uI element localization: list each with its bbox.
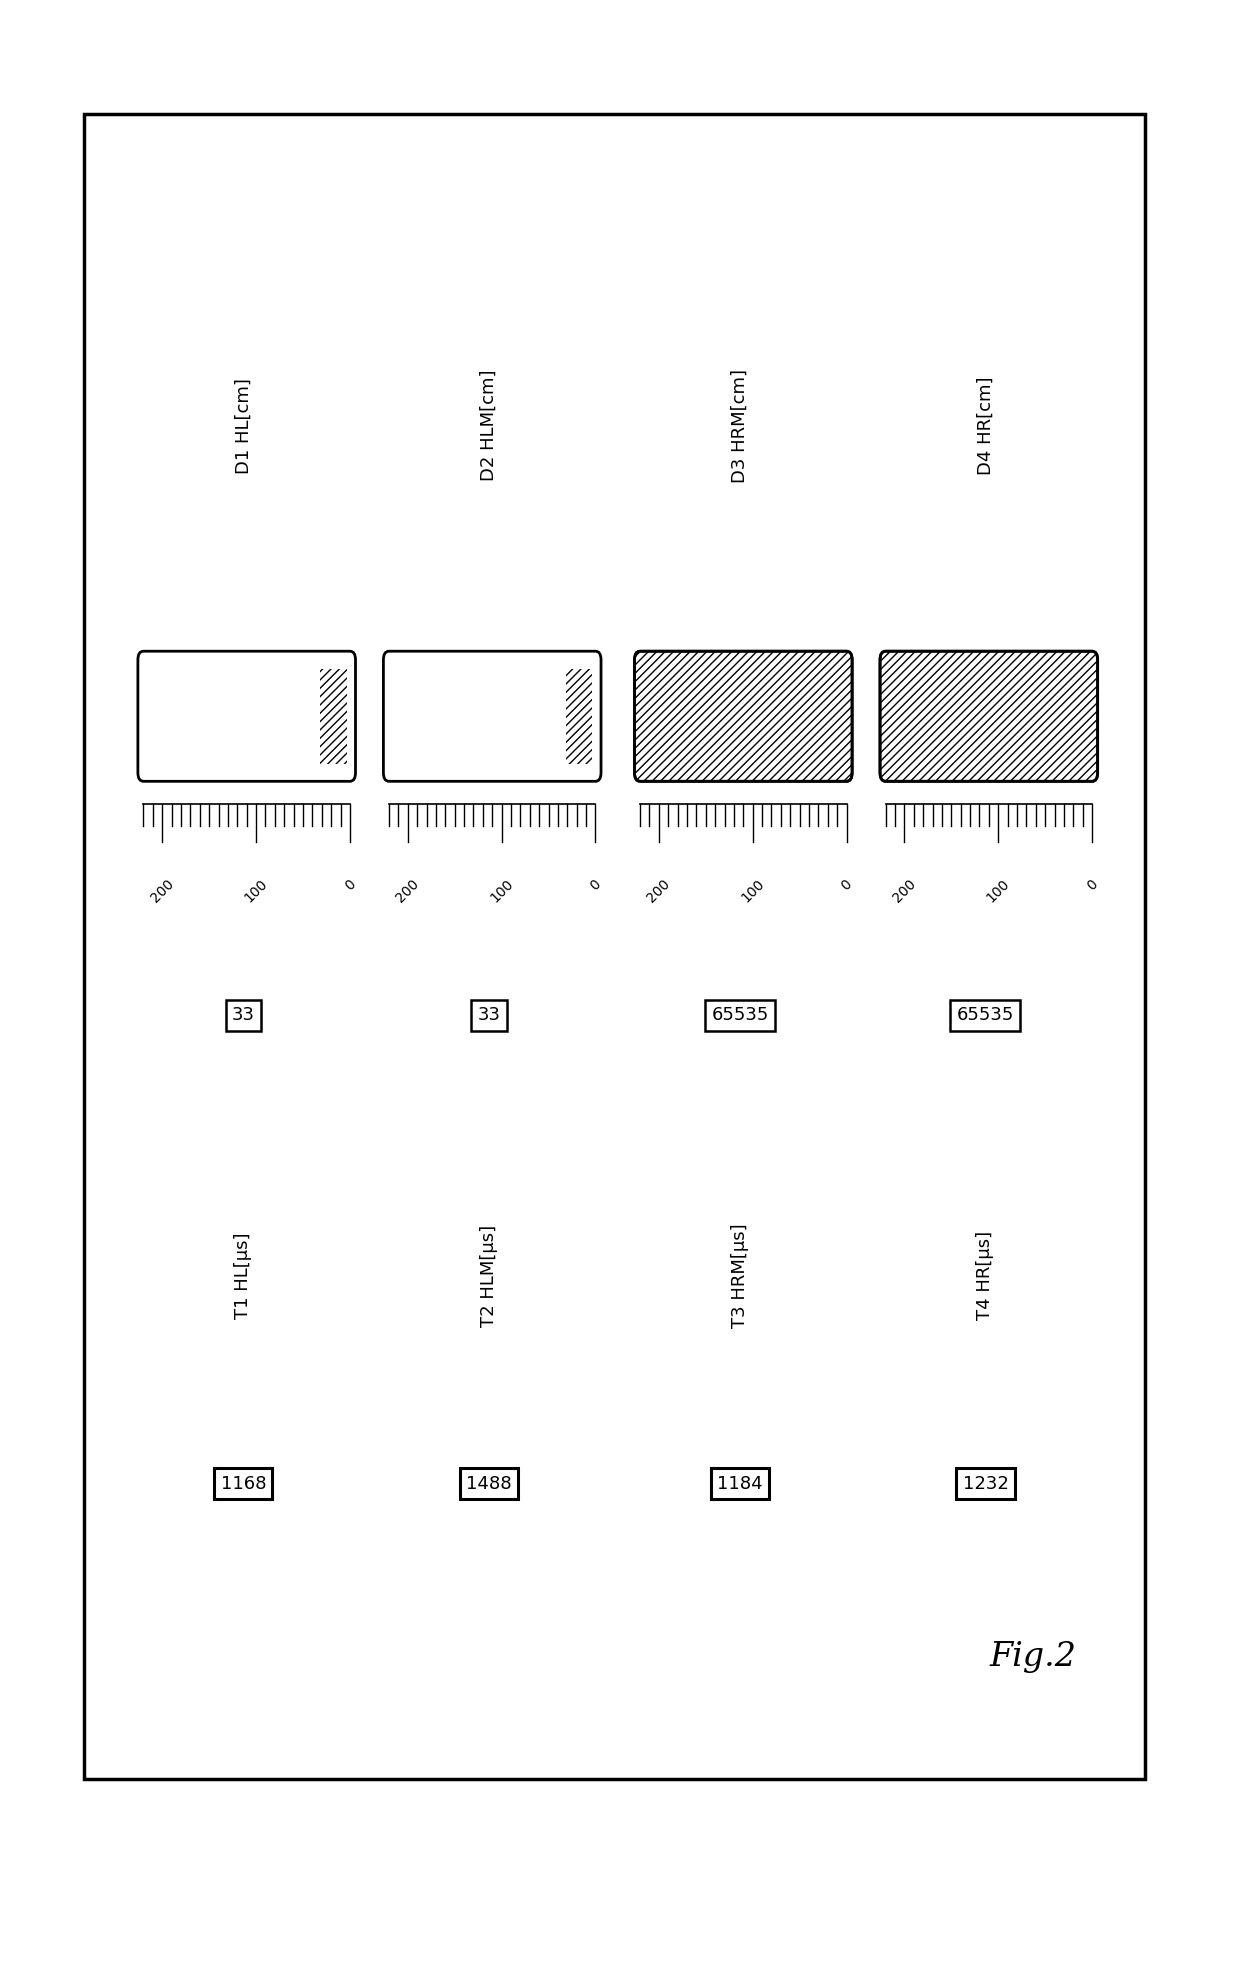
Text: 100: 100 (487, 877, 516, 905)
FancyBboxPatch shape (635, 650, 852, 781)
Text: D3 HRM[cm]: D3 HRM[cm] (730, 369, 749, 483)
Text: 200: 200 (393, 877, 422, 905)
Text: 1488: 1488 (466, 1474, 512, 1492)
Text: T4 HR[μs]: T4 HR[μs] (976, 1232, 994, 1321)
Text: T3 HRM[μs]: T3 HRM[μs] (730, 1224, 749, 1328)
Text: 200: 200 (148, 877, 176, 905)
FancyBboxPatch shape (880, 650, 1097, 781)
Text: 0: 0 (838, 877, 854, 893)
Text: Fig.2: Fig.2 (990, 1642, 1076, 1673)
Text: 0: 0 (342, 877, 358, 893)
FancyBboxPatch shape (138, 650, 356, 781)
Text: T2 HLM[μs]: T2 HLM[μs] (480, 1224, 498, 1326)
Text: 0: 0 (588, 877, 604, 893)
Text: 65535: 65535 (712, 1007, 769, 1025)
Text: 1184: 1184 (717, 1474, 763, 1492)
Text: D1 HL[cm]: D1 HL[cm] (234, 378, 253, 473)
Text: D4 HR[cm]: D4 HR[cm] (976, 376, 994, 475)
Text: 1168: 1168 (221, 1474, 267, 1492)
Text: 200: 200 (645, 877, 673, 905)
Text: T1 HL[μs]: T1 HL[μs] (234, 1232, 253, 1319)
Text: 100: 100 (985, 877, 1013, 905)
Bar (320, 668, 346, 765)
Bar (565, 668, 593, 765)
FancyBboxPatch shape (383, 650, 601, 781)
Text: 1232: 1232 (962, 1474, 1008, 1492)
Text: 0: 0 (1084, 877, 1100, 893)
Text: D2 HLM[cm]: D2 HLM[cm] (480, 371, 498, 481)
Text: 100: 100 (739, 877, 768, 905)
Text: 33: 33 (477, 1007, 501, 1025)
Text: 200: 200 (890, 877, 919, 905)
Text: 65535: 65535 (957, 1007, 1014, 1025)
Text: 100: 100 (242, 877, 270, 905)
Text: 33: 33 (232, 1007, 255, 1025)
